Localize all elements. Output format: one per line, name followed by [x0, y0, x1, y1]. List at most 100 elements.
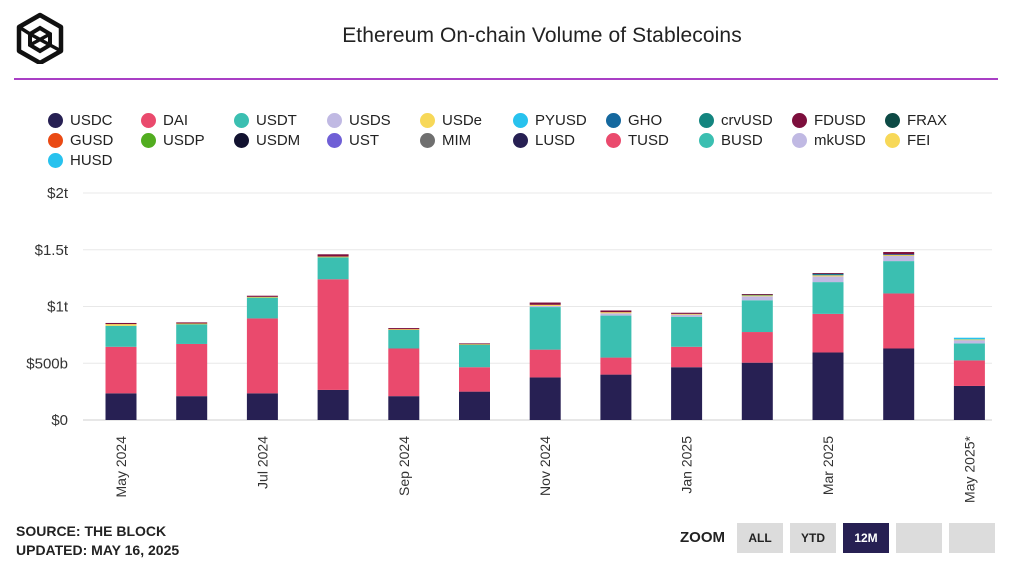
zoom-12m-button[interactable]: 12M — [843, 523, 889, 553]
legend-item-fdusd[interactable]: FDUSD — [792, 110, 866, 130]
bar-segment-usde[interactable] — [246, 296, 278, 298]
bar-segment-usdc[interactable] — [176, 396, 208, 420]
bar-segment-usde[interactable] — [176, 323, 208, 325]
legend-item-mim[interactable]: MIM — [420, 130, 471, 150]
bar-segment-usdc[interactable] — [671, 367, 703, 420]
bar-segment-dai[interactable] — [388, 348, 420, 397]
bar-segment-usdt[interactable] — [388, 329, 420, 349]
zoom-ytd-button[interactable]: YTD — [790, 523, 836, 553]
bar-segment-dai[interactable] — [812, 313, 844, 353]
bar-segment-fdusd[interactable] — [317, 254, 349, 257]
bar-segment-usdc[interactable] — [600, 374, 632, 420]
bar-segment-dai[interactable] — [176, 343, 208, 397]
bar-segment-usdc[interactable] — [317, 389, 349, 420]
bar-segment-usde[interactable] — [388, 329, 420, 330]
legend-item-frax[interactable]: FRAX — [885, 110, 947, 130]
legend-item-usdt[interactable]: USDT — [234, 110, 297, 130]
bar-segment-fdusd[interactable] — [812, 273, 844, 274]
legend-item-husd[interactable]: HUSD — [48, 150, 113, 170]
bar-segment-dai[interactable] — [105, 346, 137, 394]
bar-segment-usdc[interactable] — [812, 352, 844, 420]
legend-item-pyusd[interactable]: PYUSD — [513, 110, 587, 130]
bar-segment-usdt[interactable] — [741, 300, 773, 333]
legend-item-ust[interactable]: UST — [327, 130, 379, 150]
bar-segment-usdc[interactable] — [741, 362, 773, 420]
bar-segment-fdusd[interactable] — [883, 252, 915, 255]
bar-segment-dai[interactable] — [741, 332, 773, 363]
bar-segment-usds[interactable] — [671, 314, 703, 317]
bar-segment-dai[interactable] — [600, 357, 632, 375]
bar-segment-fdusd[interactable] — [176, 322, 208, 324]
bar-segment-usde[interactable] — [600, 312, 632, 314]
bar-segment-usdt[interactable] — [953, 343, 985, 361]
legend-item-crvusd[interactable]: crvUSD — [699, 110, 773, 130]
bar-segment-usdc[interactable] — [246, 393, 278, 420]
legend-item-usdm[interactable]: USDM — [234, 130, 300, 150]
bar-segment-usds[interactable] — [812, 276, 844, 283]
bar-segment-fdusd[interactable] — [246, 295, 278, 297]
bar-segment-usdt[interactable] — [812, 282, 844, 314]
bar-segment-usde[interactable] — [317, 256, 349, 258]
bar-segment-usds[interactable] — [741, 296, 773, 301]
bar-segment-usds[interactable] — [600, 313, 632, 316]
legend-item-usdp[interactable]: USDP — [141, 130, 205, 150]
legend-item-usde[interactable]: USDe — [420, 110, 482, 130]
bar-segment-fdusd[interactable] — [741, 294, 773, 295]
bar-segment-usde[interactable] — [953, 339, 985, 341]
bar-segment-fdusd[interactable] — [105, 322, 137, 325]
bar-segment-dai[interactable] — [883, 293, 915, 349]
bar-segment-crvusd[interactable] — [812, 273, 844, 275]
bar-segment-usdc[interactable] — [105, 393, 137, 420]
bar-segment-usds[interactable] — [529, 305, 561, 308]
bar-segment-gho[interactable] — [883, 254, 915, 256]
bar-segment-usdt[interactable] — [246, 297, 278, 319]
legend-item-dai[interactable]: DAI — [141, 110, 188, 130]
bar-segment-usde[interactable] — [812, 275, 844, 277]
bar-segment-usdc[interactable] — [953, 385, 985, 420]
bar-segment-usdc[interactable] — [883, 348, 915, 420]
bar-segment-usdc[interactable] — [529, 377, 561, 420]
bar-segment-usdt[interactable] — [671, 316, 703, 347]
legend-item-lusd[interactable]: LUSD — [513, 130, 575, 150]
bar-segment-usdt[interactable] — [600, 315, 632, 358]
zoom-blank-button-2[interactable] — [949, 523, 995, 553]
bar-segment-fdusd[interactable] — [671, 312, 703, 314]
legend-item-busd[interactable]: BUSD — [699, 130, 763, 150]
legend-item-mkusd[interactable]: mkUSD — [792, 130, 866, 150]
bar-segment-dai[interactable] — [459, 367, 490, 392]
bar-segment-usdc[interactable] — [388, 396, 420, 420]
bar-segment-usdt[interactable] — [105, 325, 137, 347]
bar-segment-pyusd[interactable] — [953, 337, 985, 340]
bar-segment-dai[interactable] — [529, 349, 561, 378]
bar-segment-crvusd[interactable] — [741, 294, 773, 296]
legend-item-usdc[interactable]: USDC — [48, 110, 113, 130]
bar-segment-usde[interactable] — [883, 254, 915, 256]
bar-segment-usde[interactable] — [459, 343, 490, 345]
bar-segment-usdt[interactable] — [883, 261, 915, 294]
bar-segment-fdusd[interactable] — [600, 310, 632, 313]
bar-segment-dai[interactable] — [953, 360, 985, 386]
zoom-blank-button-1[interactable] — [896, 523, 942, 553]
bar-segment-usds[interactable] — [953, 339, 985, 344]
bar-segment-dai[interactable] — [246, 318, 278, 394]
bar-segment-fdusd[interactable] — [388, 328, 420, 330]
bar-segment-dai[interactable] — [671, 346, 703, 368]
bar-segment-dai[interactable] — [317, 279, 349, 390]
legend-item-fei[interactable]: FEI — [885, 130, 930, 150]
bar-segment-usdc[interactable] — [459, 391, 490, 420]
bar-segment-usde[interactable] — [671, 313, 703, 315]
bar-segment-usde[interactable] — [741, 295, 773, 297]
legend-item-gho[interactable]: GHO — [606, 110, 662, 130]
bar-segment-usdt[interactable] — [459, 344, 490, 368]
bar-segment-usdt[interactable] — [176, 324, 208, 344]
bar-segment-fdusd[interactable] — [529, 302, 561, 305]
legend-item-usds[interactable]: USDS — [327, 110, 391, 130]
bar-segment-usde[interactable] — [105, 324, 137, 326]
bar-segment-gho[interactable] — [812, 274, 844, 276]
zoom-all-button[interactable]: ALL — [737, 523, 783, 553]
bar-segment-usds[interactable] — [883, 255, 915, 262]
bar-segment-usde[interactable] — [529, 304, 561, 306]
bar-segment-usdt[interactable] — [529, 307, 561, 350]
bar-segment-fdusd[interactable] — [459, 343, 490, 345]
bar-segment-usdt[interactable] — [317, 257, 349, 280]
